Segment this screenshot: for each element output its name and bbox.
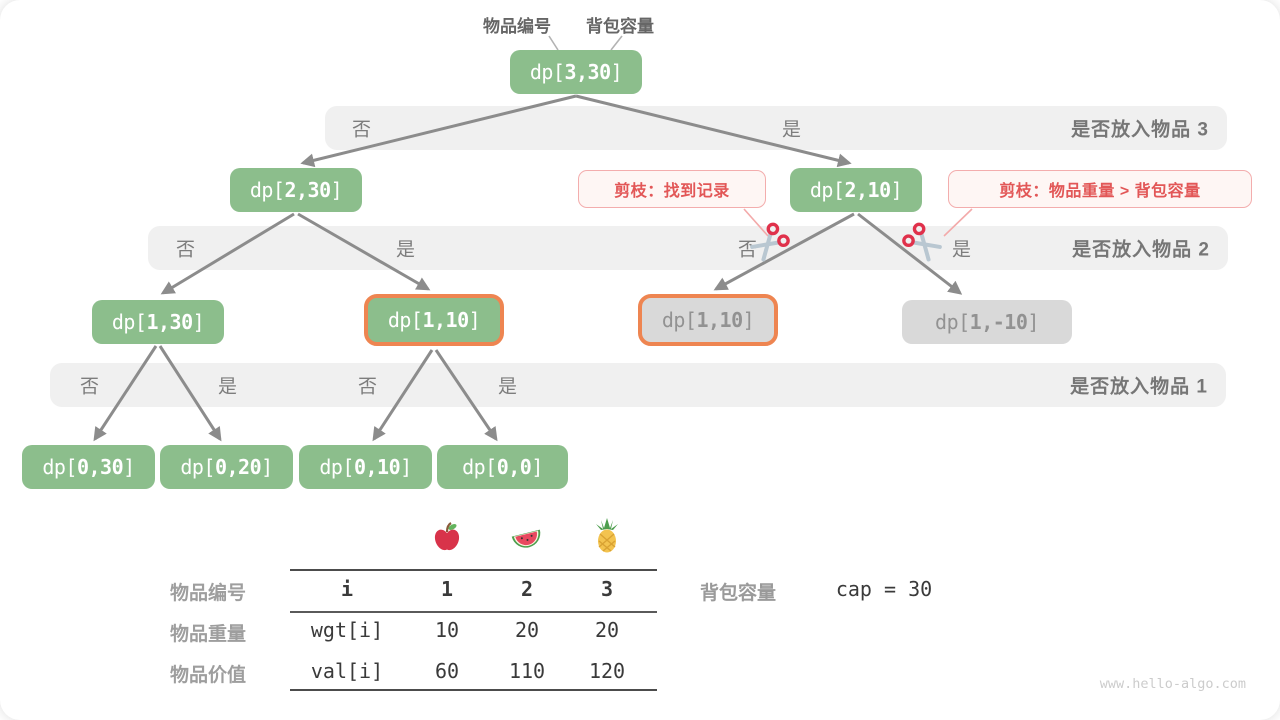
node-dp-0-30: dp[0,30] (22, 445, 155, 489)
decision-band-item-2: 否 是 否 是 是否放入物品 2 (148, 226, 1228, 270)
table-val-3: 120 (588, 659, 626, 683)
legend-capacity: 背包容量 (586, 17, 654, 36)
table-val-1: 60 (434, 659, 460, 683)
table-wgt-2: 20 (514, 618, 540, 642)
node-dp-2-30: dp[2,30] (230, 168, 362, 212)
table-wgt-key: wgt[i] (310, 618, 384, 642)
decision-yes: 是 (218, 376, 238, 398)
table-header-2: 2 (520, 577, 534, 601)
table-header-i: i (340, 577, 354, 601)
scissors-icon (738, 215, 795, 272)
row-label-item-weight: 物品重量 (170, 624, 247, 645)
pineapple-icon (592, 518, 622, 559)
band-label: 是否放入物品 2 (1072, 239, 1210, 261)
node-dp-1-10-pruned: dp[1,10] (638, 294, 778, 346)
watermark: www.hello-algo.com (1099, 676, 1246, 692)
table-rule-top (290, 569, 657, 571)
table-wgt-1: 10 (434, 618, 460, 642)
node-dp-0-10: dp[0,10] (299, 445, 432, 489)
decision-yes: 是 (952, 239, 972, 261)
node-dp-2-10: dp[2,10] (790, 168, 922, 212)
node-dp-0-0: dp[0,0] (437, 445, 568, 489)
decision-yes: 是 (498, 376, 518, 398)
decision-no: 否 (80, 376, 100, 398)
decision-no: 否 (352, 119, 372, 141)
table-wgt-3: 20 (594, 618, 620, 642)
node-dp-1-neg10: dp[1,-10] (902, 300, 1072, 344)
scissors-icon (896, 215, 953, 272)
table-rule-bottom (290, 689, 657, 691)
node-dp-1-10-highlighted: dp[1,10] (364, 294, 504, 346)
legend-item-index: 物品编号 (483, 17, 551, 36)
decision-band-item-3: 否 是 是否放入物品 3 (325, 106, 1227, 150)
table-header-3: 3 (600, 577, 614, 601)
decision-yes: 是 (396, 239, 416, 261)
decision-band-item-1: 否 是 否 是 是否放入物品 1 (50, 363, 1226, 407)
decision-no: 否 (176, 239, 196, 261)
table-header-1: 1 (440, 577, 454, 601)
decision-no: 否 (358, 376, 378, 398)
row-label-item-index: 物品编号 (170, 583, 247, 604)
node-dp-0-20: dp[0,20] (160, 445, 293, 489)
band-label: 是否放入物品 3 (1071, 119, 1209, 141)
capacity-value: cap = 30 (835, 577, 933, 601)
row-label-item-value: 物品价值 (170, 665, 247, 686)
table-val-2: 110 (508, 659, 546, 683)
capacity-label: 背包容量 (700, 583, 777, 604)
table-val-key: val[i] (310, 659, 384, 683)
node-dp-1-30: dp[1,30] (92, 300, 224, 344)
table-rule-mid (290, 611, 657, 613)
watermelon-icon (510, 524, 544, 559)
apple-icon (432, 521, 462, 558)
band-label: 是否放入物品 1 (1070, 376, 1208, 398)
decision-no: 否 (738, 239, 758, 261)
callout-prune-memo-hit: 剪枝：找到记录 (578, 170, 766, 208)
callout-prune-overweight: 剪枝：物品重量 > 背包容量 (948, 170, 1252, 208)
decision-yes: 是 (782, 119, 802, 141)
node-dp-3-30: dp[3,30] (510, 50, 642, 94)
